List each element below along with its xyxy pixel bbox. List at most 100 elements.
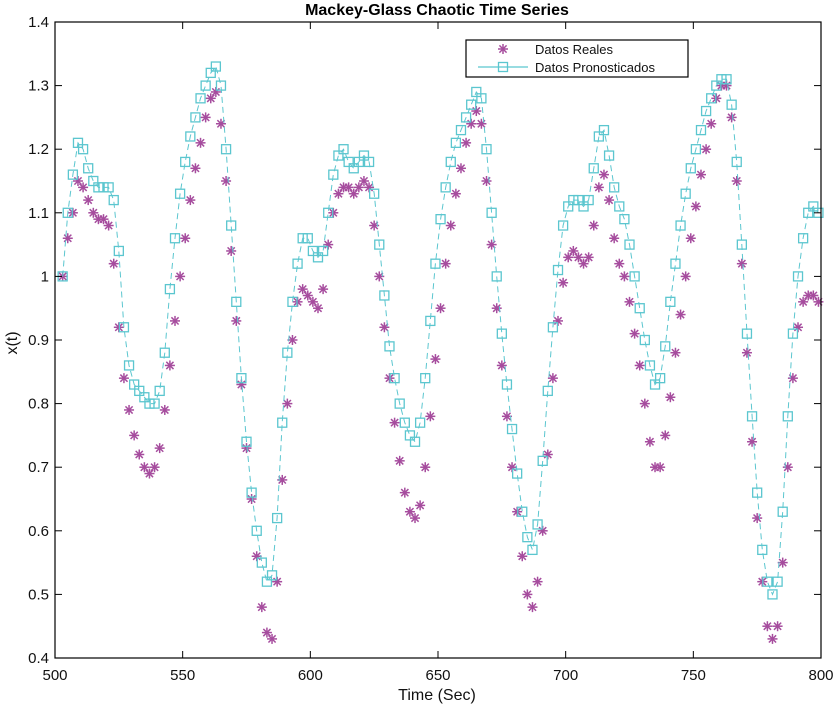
data-point [169,233,181,244]
data-point [210,61,222,72]
data-point [644,360,656,371]
data-point [149,462,160,473]
data-point [170,315,181,326]
data-point [261,627,272,638]
y-tick-label: 0.5 [28,586,49,603]
data-point [547,322,559,333]
data-point [343,182,354,193]
data-point [726,99,737,110]
data-point [164,360,175,371]
data-point [241,436,252,447]
data-point [813,207,824,218]
data-point [195,93,206,104]
data-point [154,385,165,397]
data-point [236,373,247,384]
data-point [144,468,155,479]
data-point [103,182,114,193]
series-line [62,65,819,596]
data-point [634,303,645,314]
data-point [741,347,752,358]
data-point [665,296,676,307]
data-point [108,258,119,269]
data-point [164,283,176,295]
data-point [690,201,701,212]
data-point [420,462,431,473]
data-point [379,322,390,333]
data-point [665,392,676,403]
data-point [609,182,620,193]
data-point [124,404,135,415]
data-point [593,182,604,193]
data-point [629,271,640,282]
data-point [317,245,329,257]
data-point [363,156,375,168]
data-point [747,436,758,447]
data-point [88,207,99,218]
data-point [266,570,278,581]
data-point [782,462,793,473]
y-axis-label: x(t) [4,331,21,354]
data-point [185,131,196,142]
data-point [655,462,666,473]
data-point [389,373,400,384]
data-point [731,156,742,168]
data-point [787,328,799,339]
data-point [583,194,594,206]
data-point [527,544,538,556]
data-point [62,233,73,244]
x-tick-label: 550 [170,667,195,684]
data-point [721,74,732,85]
data-point [603,150,615,161]
data-point [113,245,124,257]
data-point [389,417,400,428]
data-point [62,207,73,218]
data-point [118,373,129,384]
data-point [231,315,242,326]
data-point [772,576,783,587]
data-point [619,271,630,282]
data-point [251,525,262,536]
data-point [394,398,405,409]
data-point [726,112,737,123]
data-point [338,144,349,155]
data-point [292,258,303,269]
data-point [180,233,191,244]
data-point [639,398,650,409]
data-point [139,462,150,473]
legend-label-datos-reales: Datos Reales [535,42,614,57]
data-point [757,544,768,556]
data-point [180,156,191,168]
data-point [798,296,809,307]
data-point [302,233,313,244]
data-point [639,334,650,346]
y-tick-label: 1.2 [28,141,49,158]
data-point [690,144,702,155]
x-tick-label: 650 [425,667,450,684]
x-tick-label: 700 [553,667,578,684]
data-point [746,411,758,422]
data-point [563,252,574,263]
data-point [323,207,334,218]
data-point [680,271,691,282]
chart-title: Mackey-Glass Chaotic Time Series [305,2,569,19]
data-point [221,176,232,186]
data-point [598,124,610,136]
data-point [435,214,446,225]
data-point [675,309,686,320]
data-point [450,188,461,199]
data-point [226,245,237,256]
data-point [670,347,681,358]
data-point [481,176,492,186]
data-point [777,557,788,568]
series-layer [57,61,824,644]
data-point [614,201,625,212]
data-point [440,258,451,269]
data-point [461,137,472,148]
y-tick-label: 1.3 [28,78,49,95]
data-point [460,112,472,123]
data-point [583,252,594,263]
y-tick-label: 1.1 [28,205,49,222]
data-point [695,124,707,136]
data-point [246,487,257,498]
